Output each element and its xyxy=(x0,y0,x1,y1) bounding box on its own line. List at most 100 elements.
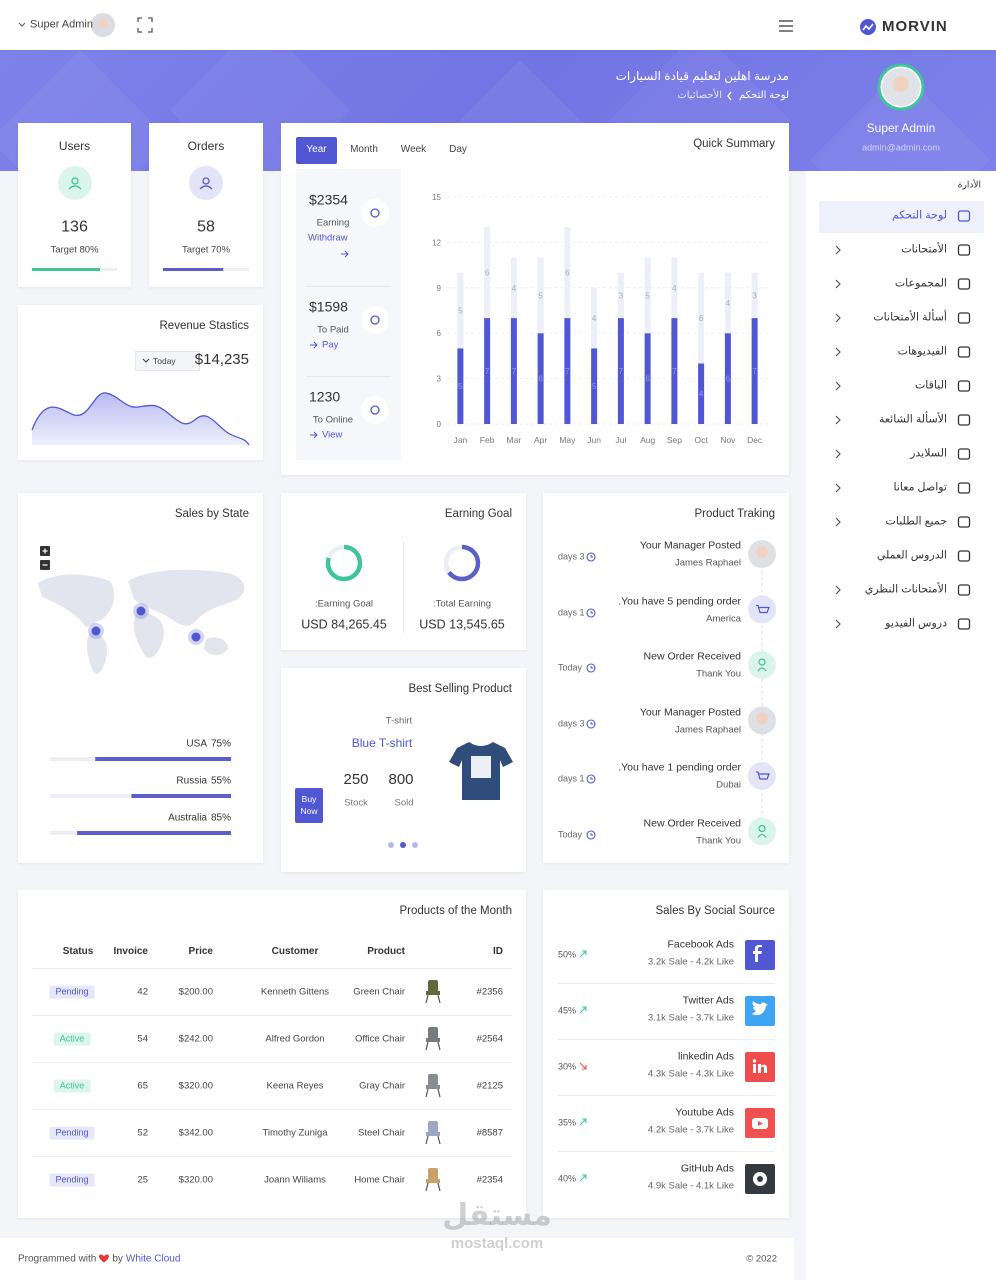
stat-icon-glyph xyxy=(68,185,81,190)
summary-link[interactable]: Pay xyxy=(322,339,339,351)
footer-author[interactable]: White Cloud xyxy=(125,1253,181,1265)
menu-icon xyxy=(957,278,971,290)
social-percent: 35% xyxy=(558,1117,577,1128)
menu-chevron-path xyxy=(835,381,841,391)
bar-value-label: 4 xyxy=(699,390,704,399)
menu-chevron-path xyxy=(835,619,841,629)
menu-chevron-path xyxy=(835,585,841,595)
menu-chevron-path xyxy=(835,449,841,459)
watermark: مستقل xyxy=(442,1199,552,1232)
menu-item[interactable]: المجموعات xyxy=(894,277,947,290)
menu-item[interactable]: الأمتحانات xyxy=(901,243,947,256)
card-title: Products of the Month xyxy=(399,905,512,918)
menu-item[interactable]: السلايدر xyxy=(910,447,947,460)
summary-icon-glyph xyxy=(370,315,380,325)
table-cell: Steel Chair xyxy=(358,1127,405,1139)
menu-chevron xyxy=(835,483,841,493)
social-detail: 4.9k Sale - 4.1k Like xyxy=(647,1180,734,1192)
menu-icon-shape xyxy=(957,584,971,596)
tab[interactable]: Month xyxy=(339,137,389,164)
bar-value-label: 6 xyxy=(565,269,570,278)
footer-by: by xyxy=(112,1253,123,1265)
table-header: Product xyxy=(367,946,405,957)
tab[interactable]: Year xyxy=(296,137,337,164)
menu-chevron xyxy=(835,517,841,527)
topbar-user: Super Admin xyxy=(30,18,93,31)
menu-item[interactable]: الباقات xyxy=(914,379,947,392)
summary-link[interactable]: View xyxy=(322,429,343,441)
menu-chevron-path xyxy=(835,517,841,527)
menu-chevron-path xyxy=(835,415,841,425)
menu-item[interactable]: دروس الفيديو xyxy=(885,617,947,630)
chair-legs xyxy=(425,994,441,1004)
tab[interactable]: Day xyxy=(438,137,478,164)
social-glyph xyxy=(752,1001,768,1016)
card-title: Best Selling Product xyxy=(408,683,512,696)
social-divider xyxy=(557,1095,775,1096)
bar-value-label: 5 xyxy=(458,307,463,316)
menu-item[interactable]: أسألة الأمتحانات xyxy=(873,311,947,324)
social-glyph xyxy=(753,945,762,962)
bar xyxy=(698,272,705,364)
menu-icon-shape xyxy=(957,346,971,358)
table-cell: Kenneth Gittens xyxy=(260,986,330,998)
tab[interactable]: Week xyxy=(391,137,436,164)
state-bar xyxy=(50,831,232,835)
bar-value-label: 4 xyxy=(592,314,597,323)
state-fill xyxy=(77,831,232,835)
menu-chevron xyxy=(835,313,841,323)
sales-state-card: Sales by State USA 75% Russia 55% Australia 85… xyxy=(18,493,263,863)
menu-chevron xyxy=(835,245,841,255)
menu-chevron xyxy=(835,347,841,357)
chair-image xyxy=(425,1074,441,1098)
arrow xyxy=(341,250,349,258)
trend-arrow xyxy=(579,1062,587,1070)
card-title: Sales By Social Source xyxy=(655,905,775,918)
best-selling-card: Best Selling Product T-shirt Blue T-shirt 2… xyxy=(281,668,526,872)
menu-item[interactable]: الدروس العملي xyxy=(876,549,947,562)
period-select[interactable] xyxy=(135,351,200,371)
stat-value: 58 xyxy=(197,218,215,236)
menu-icon xyxy=(957,550,971,562)
breadcrumb-chevron xyxy=(727,91,732,101)
social-name: Facebook Ads xyxy=(667,938,734,951)
trend-icon xyxy=(579,1174,587,1182)
menu-item[interactable]: جميع الطلبات xyxy=(885,515,948,528)
revenue-area xyxy=(31,392,250,446)
tracking-avatar-face xyxy=(756,712,768,725)
user-caret xyxy=(18,22,26,27)
social-icon xyxy=(745,996,775,1026)
product-name: Blue T-shirt xyxy=(351,735,413,750)
bar xyxy=(724,272,731,334)
clock xyxy=(586,718,596,729)
menu-item[interactable]: الأسألة الشائعة xyxy=(878,413,947,426)
menu-item[interactable]: تواصل معانا xyxy=(893,481,948,494)
topbar-avatar-face xyxy=(98,18,108,28)
tracking-icon-bg xyxy=(748,762,776,790)
bar xyxy=(537,333,544,424)
fullscreen-icon xyxy=(137,17,153,33)
brand-name: MORVIN xyxy=(882,18,948,35)
table-cell: $320.00 xyxy=(178,1080,213,1092)
table-cell: $320.00 xyxy=(178,1174,213,1186)
menu-item[interactable]: الفيديوهات xyxy=(897,345,947,358)
menu-item[interactable]: الأمتحانات النظري xyxy=(864,583,947,596)
tracking-card: Product Traking Your Manager Posted James … xyxy=(543,493,789,863)
row-divider xyxy=(32,1156,512,1157)
summary-link[interactable]: Withdraw xyxy=(308,232,348,244)
stat-target: Target 70% xyxy=(181,244,231,256)
buy-button[interactable]: Buy Now xyxy=(295,788,323,823)
social-name: GitHub Ads xyxy=(680,1162,734,1175)
state-fill xyxy=(131,794,231,798)
table-cell: Joann Wiliams xyxy=(264,1174,326,1186)
stat-icon-glyph xyxy=(70,177,79,185)
social-percent: 30% xyxy=(558,1061,577,1072)
tracking-subtitle: America xyxy=(706,612,741,624)
x-tick-label: Oct xyxy=(695,435,709,445)
menu-item[interactable]: لوحة التحكم xyxy=(891,209,947,222)
social-icon xyxy=(745,940,775,970)
bar-value-label: 6 xyxy=(538,375,543,384)
table-cell: #8587 xyxy=(476,1127,503,1139)
bar xyxy=(564,318,571,424)
